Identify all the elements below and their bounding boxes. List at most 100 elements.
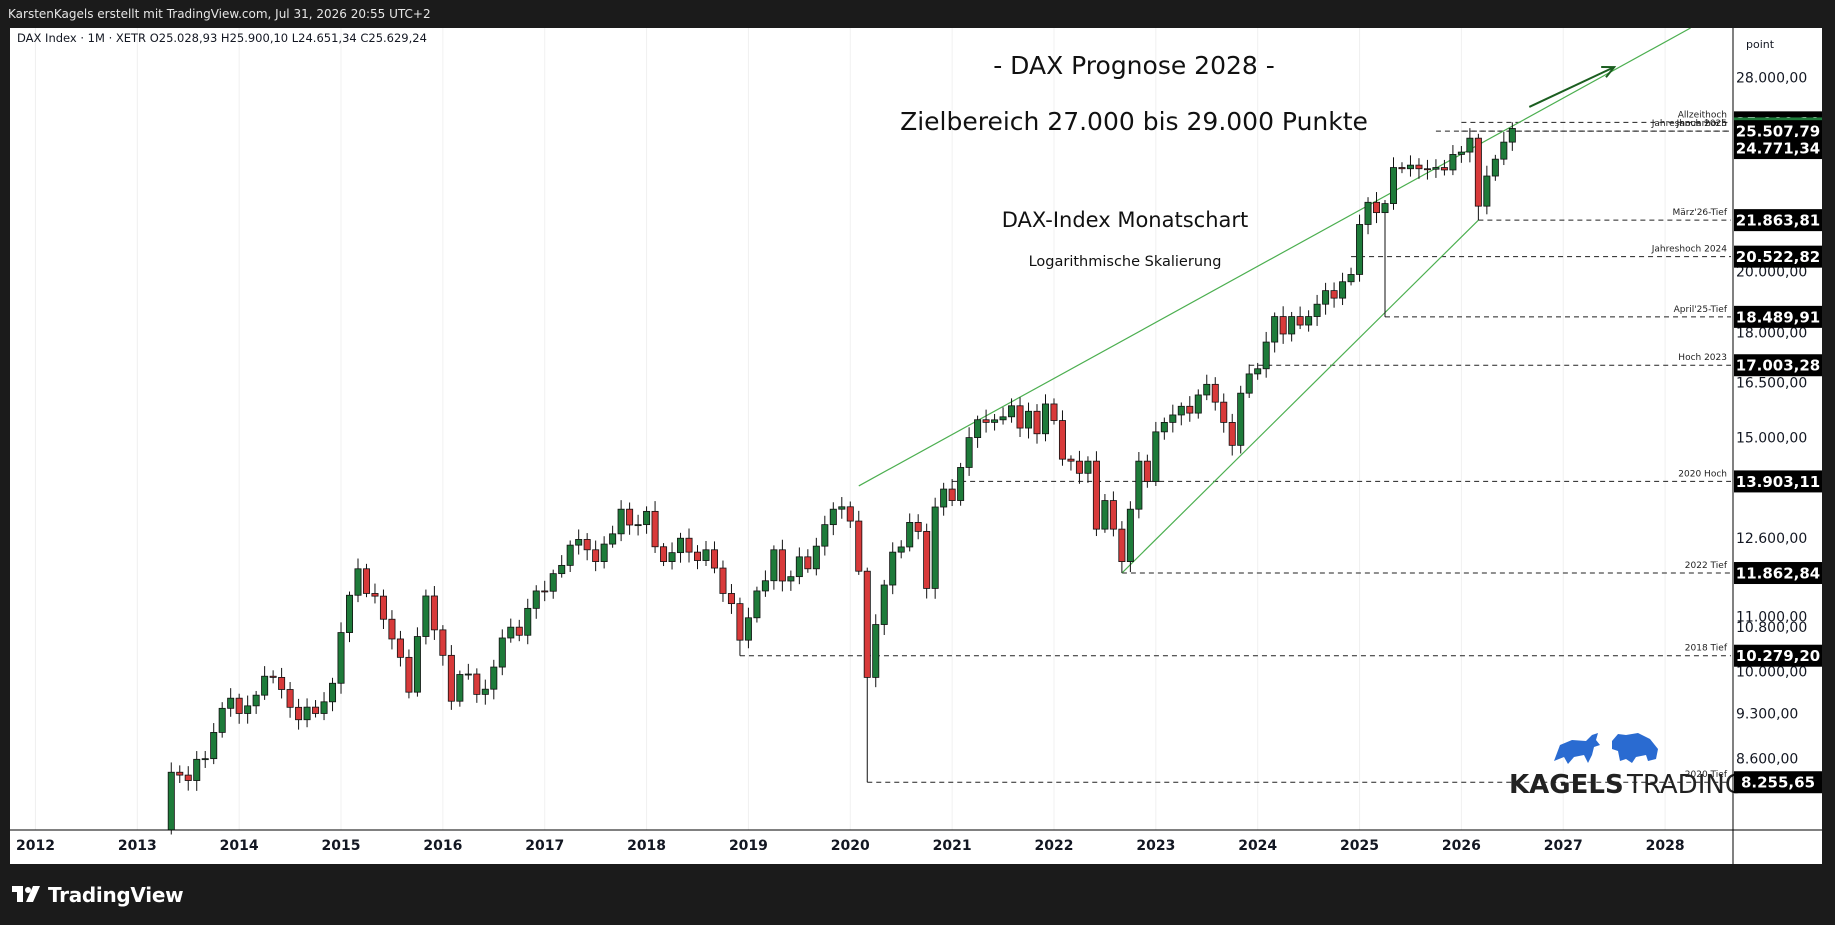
candle-body	[456, 674, 464, 702]
candle-body	[210, 732, 218, 760]
candle-body	[778, 549, 786, 582]
candle-body	[167, 771, 175, 831]
candle-body	[1254, 368, 1262, 375]
candle-body	[1347, 274, 1355, 283]
candle-body	[235, 697, 243, 714]
x-tick-label: 2027	[1544, 838, 1583, 854]
candle-body	[337, 632, 345, 684]
price-tag-label: 13.903,11	[1736, 473, 1820, 491]
tradingview-logo[interactable]: TradingView	[12, 883, 184, 907]
candle-body	[753, 590, 761, 619]
candle-body	[1008, 405, 1016, 418]
candle-body	[821, 524, 829, 547]
candle-body	[524, 607, 532, 636]
candle-body	[1381, 203, 1389, 214]
candle-body	[1075, 460, 1083, 474]
y-tick-label: 15.000,00	[1736, 431, 1807, 447]
candle-body	[1500, 141, 1508, 160]
candle-body	[447, 654, 455, 702]
candle-body	[193, 758, 201, 781]
x-tick-label: 2016	[423, 838, 462, 854]
candle-body	[320, 701, 328, 714]
annotation-title: DAX-Index Monatschart	[1002, 208, 1248, 232]
candle-body	[1483, 175, 1491, 207]
candle-body	[736, 603, 744, 641]
candle-body	[1339, 281, 1347, 299]
candle-body	[244, 705, 252, 714]
candle-body	[744, 617, 752, 641]
candle-body	[719, 567, 727, 594]
candle-body	[278, 677, 286, 690]
y-tick-label: 8.600,00	[1736, 752, 1798, 768]
candle-body	[583, 539, 591, 551]
candle-body	[897, 546, 905, 553]
price-tag	[1734, 305, 1822, 328]
x-tick-label: 2013	[118, 838, 157, 854]
candle-body	[1084, 460, 1092, 474]
candle-body	[354, 568, 362, 596]
x-tick-label: 2015	[322, 838, 361, 854]
candle-body	[617, 508, 625, 535]
candle-body	[889, 551, 897, 586]
candle-body	[880, 584, 888, 625]
candle-body	[201, 758, 209, 761]
x-tick-label: 2025	[1340, 838, 1379, 854]
candle-body	[1126, 508, 1134, 562]
candle-body	[1322, 290, 1330, 305]
y-tick-label: 12.600,00	[1736, 531, 1807, 547]
price-tag-label: 24.771,34	[1736, 140, 1820, 158]
candle-body	[931, 506, 939, 589]
candle-body	[252, 694, 260, 707]
candle-body	[1118, 528, 1126, 562]
level-label: 2022 Tief	[1685, 561, 1728, 571]
x-tick-label: 2026	[1442, 838, 1481, 854]
y-tick-label: 18.000,00	[1736, 325, 1807, 341]
candle-body	[710, 549, 718, 569]
candle-body	[702, 549, 710, 561]
candle-body	[1373, 201, 1381, 214]
level-label: Hoch 2023	[1678, 353, 1727, 363]
candle-body	[490, 666, 498, 690]
candle-body	[1050, 403, 1058, 421]
chart-title: - DAX Prognose 2028 -	[993, 51, 1275, 80]
candle-body	[770, 549, 778, 582]
candle-body	[1169, 414, 1177, 423]
chart-panel[interactable]: Allzeithoch Januarhoch Jahreshoch 2025 März…	[10, 27, 1822, 864]
candle-body	[1186, 405, 1194, 414]
candle-body	[1025, 410, 1033, 429]
candle-body	[558, 564, 566, 575]
candle-body	[507, 626, 515, 639]
price-tag	[1734, 209, 1822, 232]
level-label: April'25-Tief	[1674, 305, 1728, 315]
candle-body	[974, 419, 982, 438]
candle-body	[405, 656, 413, 693]
candle-body	[787, 576, 795, 582]
price-tag-label: 8.255,65	[1741, 774, 1815, 792]
grid-layer	[34, 28, 1666, 830]
candle-body	[965, 437, 973, 468]
price-tag	[1734, 137, 1822, 160]
symbol-info-line[interactable]: DAX Index · 1M · XETR O25.028,93 H25.900…	[17, 31, 427, 45]
candle-body	[575, 539, 583, 546]
candle-body	[362, 568, 370, 594]
y-tick-label: 11.000,00	[1736, 610, 1807, 626]
byline-bar: KarstenKagels erstellt mit TradingView.c…	[0, 0, 1835, 28]
candle-body	[1058, 420, 1066, 460]
candle-body	[1109, 500, 1117, 530]
candle-body	[1220, 401, 1228, 423]
axes-layer: 2012 2013 2014 2015 2016 2017 2018 2019 2020 2021…	[10, 28, 1822, 864]
candle-body	[1279, 316, 1287, 335]
price-tag	[1734, 470, 1822, 493]
y-tick-label: 28.000,00	[1736, 70, 1807, 86]
level-label: 2020 Hoch	[1678, 469, 1727, 479]
candle-body	[795, 556, 803, 578]
candle-body	[1194, 394, 1202, 414]
candle-body	[940, 488, 948, 508]
candle-body	[829, 508, 837, 526]
candle-body	[1449, 154, 1457, 171]
trendline	[858, 27, 1691, 487]
candle-body	[549, 573, 557, 592]
candle-body	[1177, 405, 1185, 416]
